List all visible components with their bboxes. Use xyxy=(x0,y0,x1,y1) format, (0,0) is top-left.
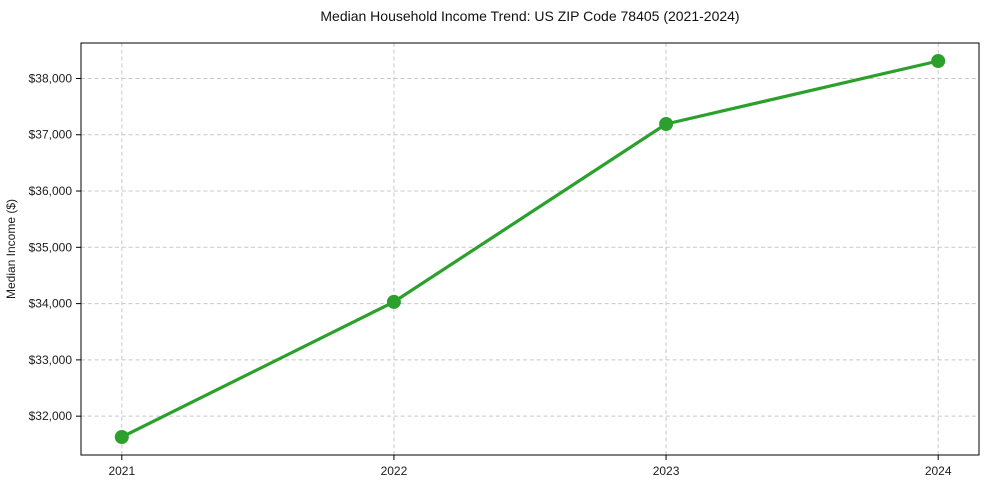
income-trend-line xyxy=(121,59,939,439)
y-axis-label: Median Income ($) xyxy=(4,199,18,299)
data-point-marker xyxy=(386,294,401,309)
x-tick-label: 2024 xyxy=(925,464,952,478)
data-point-marker xyxy=(114,430,129,444)
y-tick-label: $34,000 xyxy=(29,297,73,311)
y-tick-label: $35,000 xyxy=(29,240,73,254)
y-tick-label: $36,000 xyxy=(29,184,73,198)
plot-border xyxy=(80,42,980,456)
x-tick-label: 2022 xyxy=(381,464,408,478)
y-tick-label: $38,000 xyxy=(29,71,73,85)
chart-title: Median Household Income Trend: US ZIP Co… xyxy=(320,8,740,24)
x-tick-label: 2023 xyxy=(653,464,680,478)
y-tick-label: $32,000 xyxy=(29,409,73,423)
y-tick-label: $37,000 xyxy=(29,128,73,142)
x-tick-label: 2021 xyxy=(108,464,135,478)
data-point-marker xyxy=(659,117,674,131)
data-point-marker xyxy=(931,54,946,68)
y-tick-label: $33,000 xyxy=(29,353,73,367)
